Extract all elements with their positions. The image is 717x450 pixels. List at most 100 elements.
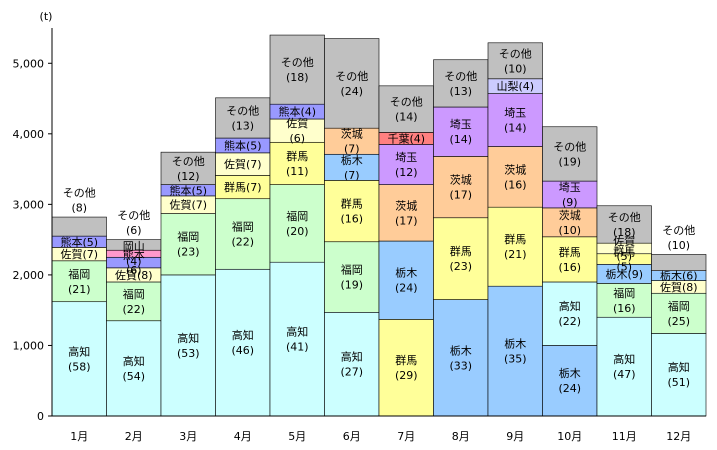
segment-label: その他(10)	[499, 47, 532, 75]
bar-segment	[378, 319, 434, 417]
segment-label: 佐賀(7)	[169, 198, 207, 212]
segment-label: 高知(47)	[613, 352, 636, 381]
segment-label: 高知(54)	[122, 354, 145, 383]
segment-label: 群馬(21)	[504, 232, 527, 261]
segment-label: 埼玉(12)	[395, 150, 418, 179]
y-unit-label: (t)	[40, 10, 53, 23]
x-tick-label: 8月	[452, 430, 470, 443]
x-tick-label: 3月	[179, 430, 197, 443]
bar-segment	[487, 42, 543, 80]
bar-segment	[215, 97, 271, 139]
bar-segment	[542, 281, 598, 346]
bar-segment	[487, 206, 543, 287]
y-tick-label: 3,000	[13, 198, 45, 211]
segment-label: その他(19)	[553, 140, 586, 168]
segment-label: 茨城(17)	[395, 198, 418, 227]
segment-label: その他(18)	[608, 211, 641, 239]
segment-label: 熊本(6)	[123, 248, 145, 277]
bar-segment	[596, 205, 652, 244]
bar-segment	[51, 216, 107, 237]
bar-segment	[160, 274, 216, 417]
segment-label: 群馬(23)	[449, 244, 472, 273]
segment-label: 栃木(24)	[395, 266, 418, 295]
segment-label: 栃木(7)	[341, 153, 363, 182]
segment-label: その他(24)	[335, 70, 368, 98]
bar-segment	[324, 127, 380, 155]
bar-segment	[542, 126, 598, 182]
segment-label: その他(13)	[444, 70, 477, 98]
bar-segment	[51, 301, 107, 417]
bar-segment	[433, 156, 489, 219]
segment-label: 福岡(25)	[667, 299, 690, 328]
bar-segment	[651, 333, 707, 417]
segment-label: その他(14)	[390, 96, 423, 124]
x-tick-label: 1月	[70, 430, 88, 443]
x-tick-label: 4月	[234, 430, 252, 443]
y-tick-label: 1,000	[13, 339, 45, 352]
x-tick-label: 9月	[506, 430, 524, 443]
segment-label: 福岡(23)	[177, 230, 200, 259]
segment-label: 福岡(22)	[231, 219, 254, 248]
bars: 高知(58)福岡(21)佐賀(7)熊本(5)その他(8)高知(54)福岡(22)…	[51, 34, 707, 417]
bar-segment	[324, 311, 380, 417]
segment-label: その他(10)	[662, 224, 695, 252]
segment-label: 岡山(4)	[123, 240, 145, 268]
segment-label: 福岡(22)	[122, 287, 145, 316]
bar-segment	[487, 285, 543, 417]
segment-label: 福岡(21)	[68, 267, 91, 296]
bar-segment	[324, 241, 380, 313]
x-tick-label: 6月	[343, 430, 361, 443]
segment-label: その他(6)	[117, 209, 150, 237]
y-tick-label: 0	[37, 410, 44, 423]
y-axis-ticks: 0 1,000 2,000 3,000 4,000 5,000	[13, 57, 52, 423]
segment-label: 高知(41)	[286, 325, 309, 354]
segment-label: 高知(53)	[177, 331, 200, 360]
bar-segment	[542, 345, 598, 417]
segment-label: 茨城(16)	[504, 162, 527, 191]
segment-label: 群馬(5)	[613, 245, 635, 274]
bar-segment	[269, 34, 325, 105]
bar-segment	[324, 38, 380, 129]
segment-label: 群馬(7)	[224, 180, 262, 194]
bar-segment	[324, 153, 380, 181]
x-axis-labels: 1月 2月 3月 4月 5月 6月 7月 8月 9月 10月 11月 12月	[70, 430, 691, 443]
bar-segment	[160, 151, 216, 185]
segment-label: その他(18)	[281, 56, 314, 84]
bar-segment	[433, 217, 489, 300]
bar-segment	[651, 254, 707, 271]
bar-segment	[378, 184, 434, 242]
segment-label: 栃木(35)	[504, 337, 527, 366]
bar-segment	[215, 198, 271, 270]
segment-label: その他(12)	[172, 155, 205, 183]
segment-label: その他(13)	[226, 104, 259, 132]
segment-label: 佐賀(5)	[613, 234, 635, 263]
x-tick-label: 11月	[612, 430, 637, 443]
y-tick-label: 2,000	[13, 269, 45, 282]
bar-segment	[324, 180, 380, 243]
segment-label: 高知(27)	[340, 350, 363, 379]
segment-label: 高知(46)	[231, 328, 254, 357]
segment-label: 熊本(5)	[224, 138, 262, 152]
segment-label: 埼玉(9)	[559, 180, 581, 209]
bar-segment	[433, 106, 489, 157]
bar-segment	[269, 261, 325, 417]
segment-label: 群馬(11)	[286, 149, 309, 178]
bar-segment	[51, 260, 107, 303]
bar-segment	[433, 299, 489, 417]
segment-label: 茨城(10)	[558, 208, 581, 237]
bar-segment	[269, 184, 325, 263]
bar-segment	[378, 85, 434, 133]
bar-segment	[542, 207, 598, 238]
bar-segment	[160, 213, 216, 276]
segment-label: 千葉(4)	[387, 131, 425, 145]
segment-label: 高知(22)	[558, 299, 581, 328]
segment-label: 佐賀(6)	[286, 116, 308, 145]
segment-label: 佐賀(8)	[115, 268, 153, 282]
x-tick-label: 2月	[125, 430, 143, 443]
segment-label: 栃木(6)	[660, 269, 698, 283]
y-tick-label: 4,000	[13, 128, 45, 141]
x-tick-label: 7月	[397, 430, 415, 443]
segment-label: 熊本(5)	[60, 235, 98, 249]
x-tick-label: 12月	[666, 430, 691, 443]
